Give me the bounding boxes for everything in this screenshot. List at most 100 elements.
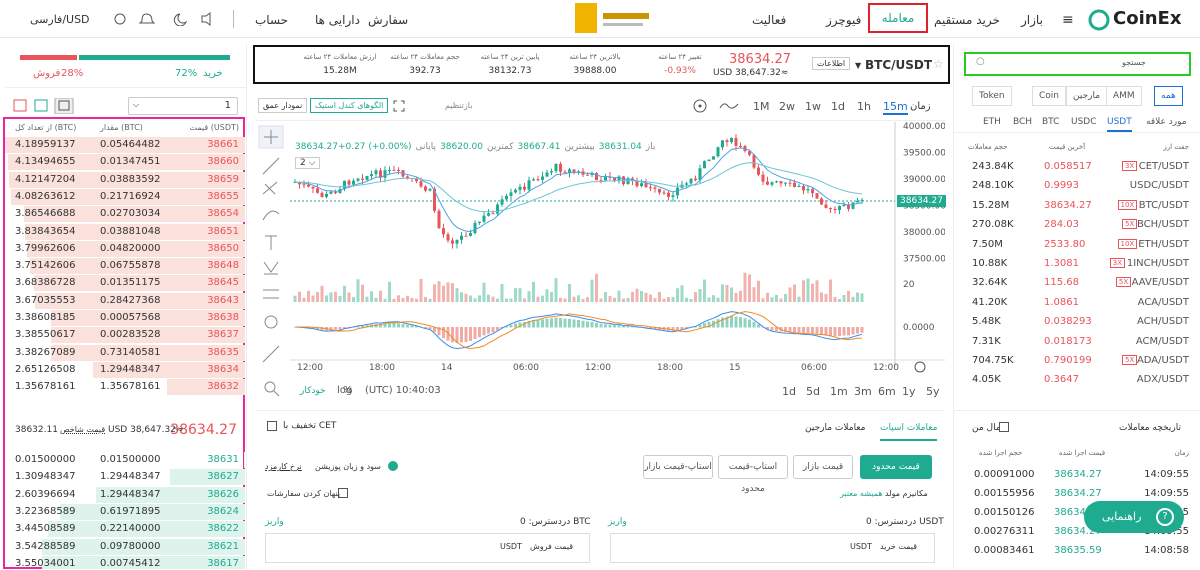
range[interactable]: 5d xyxy=(806,385,820,398)
candle xyxy=(361,178,364,180)
market-pair[interactable]: AAVE/USDT xyxy=(1131,277,1189,289)
book-total: 3.38550617 xyxy=(15,329,76,341)
candle xyxy=(491,213,495,215)
sell-price-input[interactable] xyxy=(265,533,590,563)
macd-bar xyxy=(622,325,625,328)
market-pair[interactable]: ADA/USDT xyxy=(1136,355,1189,366)
book-amount: 0.00057568 xyxy=(100,312,161,323)
chart-icons[interactable] xyxy=(692,99,752,113)
nav-item[interactable]: فیوچرز xyxy=(826,13,862,27)
chart-tool[interactable]: نمودار عمق xyxy=(258,98,308,113)
range[interactable]: 1y xyxy=(902,385,916,398)
candle xyxy=(806,189,810,191)
book-price: 38655 xyxy=(207,190,239,202)
nav-item-active[interactable]: معامله xyxy=(868,3,928,33)
timeframe[interactable]: 1h xyxy=(857,100,871,113)
search-box[interactable] xyxy=(964,52,1191,76)
brand[interactable]: CoinEx xyxy=(1113,8,1182,29)
timeframe[interactable]: 1M xyxy=(753,100,770,113)
series-count[interactable]: 2 ⌵ xyxy=(295,157,321,169)
pair[interactable]: BTC/USDT xyxy=(865,58,933,72)
pnl[interactable]: سود و زیان پوزیشن xyxy=(315,462,381,471)
auto-toggle[interactable]: خودکار xyxy=(300,386,326,396)
tab-spot[interactable]: معاملات اسپات xyxy=(880,423,938,441)
drawing-tools[interactable] xyxy=(258,125,284,397)
quote-tab[interactable]: USDC xyxy=(1071,117,1097,127)
market-pair[interactable]: ACM/USDT xyxy=(1135,335,1189,347)
buy-price-input[interactable] xyxy=(610,533,935,563)
market-pair[interactable]: BTC/USDT xyxy=(1138,199,1189,211)
macd-bar xyxy=(820,327,823,335)
chart-tool[interactable]: بازتنظیم xyxy=(445,101,473,110)
stat-label: حجم معاملات ۲۴ ساعته xyxy=(390,53,460,61)
timeframe[interactable]: 1w xyxy=(805,100,821,113)
fee-rate[interactable]: نرخ کارمزد xyxy=(265,462,302,471)
macd-bar xyxy=(703,323,706,328)
quote-tab[interactable]: BTC xyxy=(1042,117,1060,127)
range[interactable]: 6m xyxy=(878,385,896,398)
market-pair[interactable]: ADX/USDT xyxy=(1136,374,1189,386)
range[interactable]: 1d xyxy=(782,385,796,398)
market-tab[interactable]: Token xyxy=(972,86,1012,106)
market-pair[interactable]: ACA/USDT xyxy=(1137,296,1189,308)
market-pair[interactable]: ETH/USDT xyxy=(1138,238,1189,250)
quote-tab[interactable]: BCH xyxy=(1013,117,1033,127)
quote-tab[interactable]: مورد علاقه xyxy=(1146,117,1187,127)
nav-item[interactable]: خرید مستقیم xyxy=(934,13,1000,27)
sell-deposit[interactable]: واریز xyxy=(265,517,284,527)
market-tab[interactable]: مارجین xyxy=(1066,86,1108,106)
market-tab[interactable]: AMM xyxy=(1106,86,1142,106)
market-pair[interactable]: BCH/USDT xyxy=(1136,219,1189,231)
volume-bar xyxy=(685,297,688,302)
quote-tab[interactable]: USDT xyxy=(1107,117,1132,132)
quote-tab[interactable]: ETH xyxy=(983,117,1001,127)
pair-caret[interactable]: ▼ xyxy=(855,61,862,70)
mine-checkbox[interactable] xyxy=(999,422,1009,432)
range[interactable]: 5y xyxy=(926,385,940,398)
timeframe[interactable]: 15m xyxy=(883,100,908,115)
tab-margin[interactable]: معاملات مارجین xyxy=(805,423,866,433)
market-tab[interactable]: همه xyxy=(1154,86,1183,106)
market-pair[interactable]: USDC/USDT xyxy=(1129,180,1189,192)
market-pair[interactable]: ACH/USDT xyxy=(1136,316,1189,328)
volume-bar xyxy=(329,292,333,302)
buy-deposit[interactable]: واریز xyxy=(608,517,627,527)
range[interactable]: 3m xyxy=(854,385,872,398)
type-limit[interactable]: قیمت محدود xyxy=(860,455,932,479)
macd-bar xyxy=(559,318,562,328)
type-market[interactable]: قیمت بازار xyxy=(793,455,853,479)
book-view-icons[interactable] xyxy=(13,98,83,114)
chart-tool[interactable]: الگوهای کندل استیک xyxy=(310,98,389,113)
market-pair[interactable]: 1INCH/USDT xyxy=(1126,258,1189,269)
market-tab[interactable]: Coin xyxy=(1032,86,1066,106)
type-stop-limit[interactable]: استاپ-قیمت محدود xyxy=(718,455,788,494)
macd-bar xyxy=(716,319,720,328)
market-pair[interactable]: CET/USDT xyxy=(1138,161,1189,172)
nav-item[interactable]: سفارش xyxy=(368,13,409,27)
ohlc-item: باز xyxy=(645,142,656,152)
timeframe[interactable]: 2w xyxy=(779,100,795,113)
log-toggle[interactable]: log xyxy=(337,385,353,396)
hide-checkbox[interactable] xyxy=(338,488,348,498)
candle xyxy=(329,191,333,194)
macd-bar xyxy=(851,327,855,335)
nav-item[interactable]: دارایی ها xyxy=(315,13,360,27)
nav-item[interactable]: بازار xyxy=(1021,13,1043,27)
nav-item[interactable]: حساب xyxy=(255,13,289,27)
fullscreen-icon[interactable] xyxy=(393,100,405,112)
macd-bar xyxy=(478,327,481,338)
validity[interactable]: همیشه معتبر xyxy=(840,489,883,498)
cet-checkbox[interactable] xyxy=(267,421,277,431)
depth-select[interactable]: 1 xyxy=(128,97,238,115)
info-button[interactable]: اطلاعات xyxy=(812,57,851,70)
pct-toggle[interactable]: % xyxy=(343,385,353,396)
range[interactable]: 1m xyxy=(830,385,848,398)
menu-icon[interactable]: ≡ xyxy=(1062,12,1074,28)
type-stop-market[interactable]: استاپ-قیمت بازار xyxy=(643,455,713,479)
candle xyxy=(802,185,805,191)
timeframe[interactable]: 1d xyxy=(831,100,845,113)
favorite-star[interactable]: ☆ xyxy=(933,57,944,71)
y-axis-label: 38000.00 xyxy=(903,228,945,238)
language[interactable]: فارسی/USD xyxy=(30,13,90,26)
nav-item[interactable]: فعالیت xyxy=(752,13,787,27)
